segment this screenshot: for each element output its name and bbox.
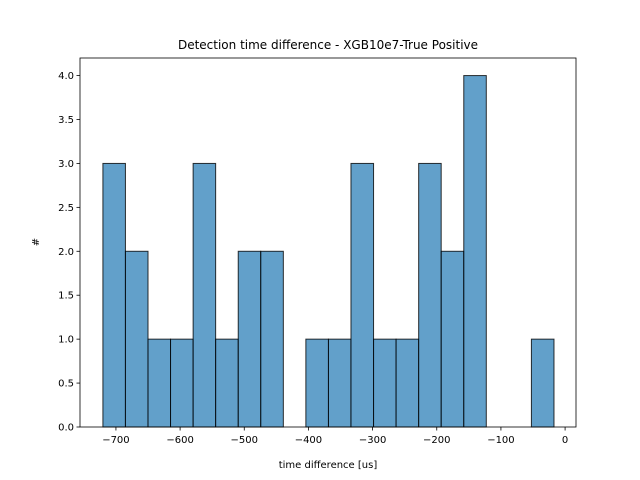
bar <box>237 250 262 428</box>
bar <box>102 162 126 428</box>
y-tick-label: 2.0 <box>58 247 74 258</box>
y-tick-label: 1.5 <box>58 291 74 302</box>
x-tick-label: −400 <box>295 435 322 446</box>
chart-title: Detection time difference - XGB10e7-True… <box>178 38 478 52</box>
y-tick-label: 1.0 <box>58 335 74 346</box>
x-tick-label: −500 <box>231 435 258 446</box>
bar <box>215 338 239 428</box>
x-tick-label: −100 <box>487 435 514 446</box>
x-tick-label: −600 <box>166 435 193 446</box>
y-axis-label: # <box>31 238 42 246</box>
y-tick-label: 3.0 <box>58 159 74 170</box>
bar <box>147 338 172 428</box>
bar <box>350 162 375 428</box>
bar <box>260 250 284 428</box>
y-tick-label: 2.5 <box>58 203 74 214</box>
bar <box>395 338 420 428</box>
y-tick-label: 0.5 <box>58 379 74 390</box>
x-tick-label: −700 <box>102 435 129 446</box>
y-tick-label: 0.0 <box>58 423 74 434</box>
bar <box>305 338 329 428</box>
bar <box>463 75 487 428</box>
x-axis-label: time difference [us] <box>279 460 378 471</box>
bar <box>530 338 555 428</box>
bar <box>418 162 442 428</box>
x-tick-label: −200 <box>423 435 450 446</box>
bar <box>440 250 465 428</box>
x-tick-label: 0 <box>562 435 568 446</box>
axes-frame <box>79 57 577 428</box>
y-tick-label: 3.5 <box>58 115 74 126</box>
bar <box>170 338 194 428</box>
y-tick-label: 4.0 <box>58 71 74 82</box>
bar <box>373 338 397 428</box>
bar <box>192 162 217 428</box>
x-tick-label: −300 <box>359 435 386 446</box>
bar <box>327 338 352 428</box>
bar <box>124 250 149 428</box>
